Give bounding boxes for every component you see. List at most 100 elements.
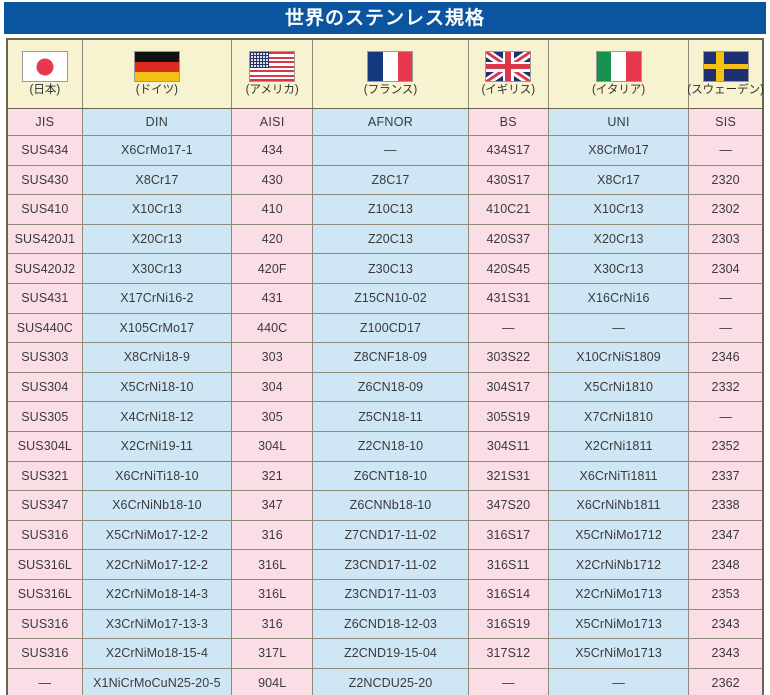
flag-uk-icon xyxy=(485,51,532,83)
table-cell: SUS316 xyxy=(6,608,83,640)
table-cell: 410 xyxy=(231,194,314,225)
table-row: SUS321 X6CrNiTi18-10 321 Z6CNT18-10 321S31 X6… xyxy=(6,460,764,492)
table-cell: Z20C13 xyxy=(312,223,469,255)
country-label: (イギリス) xyxy=(481,84,536,97)
flag-germany-icon xyxy=(133,51,180,83)
table-cell: SUS434 xyxy=(6,135,83,166)
table-cell: X6CrNiNb18-10 xyxy=(81,490,233,521)
standard-header-jis: JIS xyxy=(6,108,83,136)
table-row: SUS431 X17CrNi16-2 431 Z15CN10-02 431S31 X16C… xyxy=(6,282,764,314)
table-cell: SUS431 xyxy=(6,282,83,314)
table-cell: 304S11 xyxy=(467,430,549,462)
table-cell: X3CrNiMo17-13-3 xyxy=(81,608,233,640)
flag-header-cell: (イタリア) xyxy=(547,38,690,109)
country-label: (アメリカ) xyxy=(245,84,299,97)
table-cell: X8CrMo17 xyxy=(547,135,690,166)
table-cell: SUS316 xyxy=(6,638,83,669)
country-label: (ドイツ) xyxy=(135,84,178,97)
table-row: SUS347 X6CrNiNb18-10 347 Z6CNNb18-10 347S20 X… xyxy=(6,490,764,521)
table-cell: Z6CN18-09 xyxy=(312,371,469,403)
flag-header-cell-inner: (イギリス) xyxy=(469,40,548,108)
table-cell: SUS410 xyxy=(6,194,83,225)
table-cell: 304 xyxy=(231,371,314,403)
table-row: SUS303 X8CrNi18-9 303 Z8CNF18-09 303S22 X10Cr… xyxy=(6,342,764,373)
table-cell: 2337 xyxy=(688,460,764,492)
table-cell: 347S20 xyxy=(467,490,549,521)
table-cell: 904L xyxy=(231,667,314,695)
page-title-bar: 世界のステンレス規格 xyxy=(4,2,766,34)
table-cell: SUS321 xyxy=(6,460,83,492)
table-cell: — xyxy=(688,135,764,166)
table-cell: SUS304L xyxy=(6,430,83,462)
table-row: SUS316 X2CrNiMo18-15-4 317L Z2CND19-15-04 31… xyxy=(6,638,764,669)
table-cell: 2346 xyxy=(688,342,764,373)
table-cell: 2347 xyxy=(688,519,764,551)
table-cell: 2362 xyxy=(688,667,764,695)
table-cell: X10Cr13 xyxy=(547,194,690,225)
table-cell: Z2NCDU25-20 xyxy=(312,667,469,695)
table-cell: X1NiCrMoCuN25-20-5 xyxy=(81,667,233,695)
table-cell: X6CrNiNb1811 xyxy=(547,490,690,521)
flag-sweden-icon xyxy=(702,51,749,83)
table-cell: X2CrNiNb1712 xyxy=(547,549,690,580)
table-cell: 316S11 xyxy=(467,549,549,580)
table-cell: 316L xyxy=(231,578,314,610)
table-cell: Z2CN18-10 xyxy=(312,430,469,462)
flag-header-cell: (ドイツ) xyxy=(81,38,233,109)
table-cell: 420S45 xyxy=(467,253,549,284)
table-cell: Z5CN18-11 xyxy=(312,401,469,432)
table-cell: 2304 xyxy=(688,253,764,284)
table-row: SUS420J2 X30Cr13 420F Z30C13 420S45 X30Cr13 23… xyxy=(6,253,764,284)
table-cell: 2343 xyxy=(688,638,764,669)
standard-header-row: JIS DIN AISI AFNOR BS UNI SIS xyxy=(6,108,764,136)
flag-header-cell-inner: (ドイツ) xyxy=(83,40,231,108)
table-cell: 420F xyxy=(231,253,314,284)
table-cell: 303 xyxy=(231,342,314,373)
table-row: SUS316 X3CrNiMo17-13-3 316 Z6CND18-12-03 316… xyxy=(6,608,764,640)
table-cell: 2302 xyxy=(688,194,764,225)
table-cell: 434S17 xyxy=(467,135,549,166)
standard-header-afnor: AFNOR xyxy=(312,108,469,136)
table-row: SUS304 X5CrNi18-10 304 Z6CN18-09 304S17 X5CrN… xyxy=(6,371,764,403)
table-cell: X8CrNi18-9 xyxy=(81,342,233,373)
table-cell: X5CrNi18-10 xyxy=(81,371,233,403)
table-cell: — xyxy=(688,401,764,432)
table-cell: X2CrNi19-11 xyxy=(81,430,233,462)
flag-header-cell: (アメリカ) xyxy=(231,38,314,109)
table-cell: 2320 xyxy=(688,164,764,196)
table-cell: 316L xyxy=(231,549,314,580)
flag-header-row: (日本) (ドイツ) (アメリカ) (フランス) (イギリス) (イタリア) (スウェーデン… xyxy=(6,38,764,109)
table-row: SUS316L X2CrNiMo17-12-2 316L Z3CND17-11-02 3… xyxy=(6,549,764,580)
table-cell: Z2CND19-15-04 xyxy=(312,638,469,669)
table-cell: X5CrNiMo1713 xyxy=(547,638,690,669)
table-cell: X2CrNiMo1713 xyxy=(547,578,690,610)
table-cell: SUS420J1 xyxy=(6,223,83,255)
table-cell: 321S31 xyxy=(467,460,549,492)
table-cell: X20Cr13 xyxy=(547,223,690,255)
table-cell: 2352 xyxy=(688,430,764,462)
table-cell: Z6CNT18-10 xyxy=(312,460,469,492)
table-cell: X20Cr13 xyxy=(81,223,233,255)
table-cell: X2CrNiMo18-14-3 xyxy=(81,578,233,610)
table-cell: 434 xyxy=(231,135,314,166)
table-cell: X5CrNiMo1712 xyxy=(547,519,690,551)
table-cell: 304L xyxy=(231,430,314,462)
standard-header-aisi: AISI xyxy=(231,108,314,136)
flag-france-icon xyxy=(367,51,414,83)
flag-header-cell: (スウェーデン) xyxy=(687,38,764,109)
standard-header-bs: BS xyxy=(467,108,549,136)
flag-header-cell-inner: (アメリカ) xyxy=(232,40,312,108)
flag-header-cell: (フランス) xyxy=(312,38,469,109)
table-row: SUS430 X8Cr17 430 Z8C17 430S17 X8Cr17 2320 xyxy=(6,164,764,196)
table-cell: X7CrNi1810 xyxy=(547,401,690,432)
table-cell: X8Cr17 xyxy=(81,164,233,196)
table-cell: 317S12 xyxy=(467,638,549,669)
table-cell: X10Cr13 xyxy=(81,194,233,225)
table-cell: Z6CNNb18-10 xyxy=(312,490,469,521)
table-row: SUS305 X4CrNi18-12 305 Z5CN18-11 305S19 X7CrN… xyxy=(6,401,764,432)
country-label: (イタリア) xyxy=(591,84,646,97)
table-row: SUS304L X2CrNi19-11 304L Z2CN18-10 304S11 X2C… xyxy=(6,430,764,462)
table-cell: SUS420J2 xyxy=(6,253,83,284)
page-title: 世界のステンレス規格 xyxy=(284,7,485,29)
standards-table-body: SUS434 X6CrMo17-1 434—434S17 X8CrMo17— SUS43… xyxy=(6,135,764,695)
